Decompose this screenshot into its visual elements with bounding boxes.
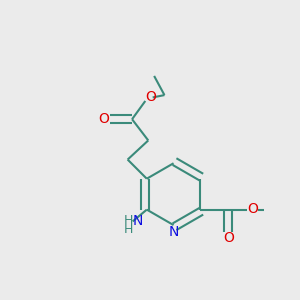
Text: N: N xyxy=(168,225,179,238)
Text: O: O xyxy=(247,202,258,216)
Text: H: H xyxy=(124,214,133,227)
Text: H: H xyxy=(124,223,133,236)
Text: O: O xyxy=(99,112,110,126)
Text: O: O xyxy=(145,90,156,104)
Text: O: O xyxy=(223,231,234,244)
Text: N: N xyxy=(133,214,143,228)
